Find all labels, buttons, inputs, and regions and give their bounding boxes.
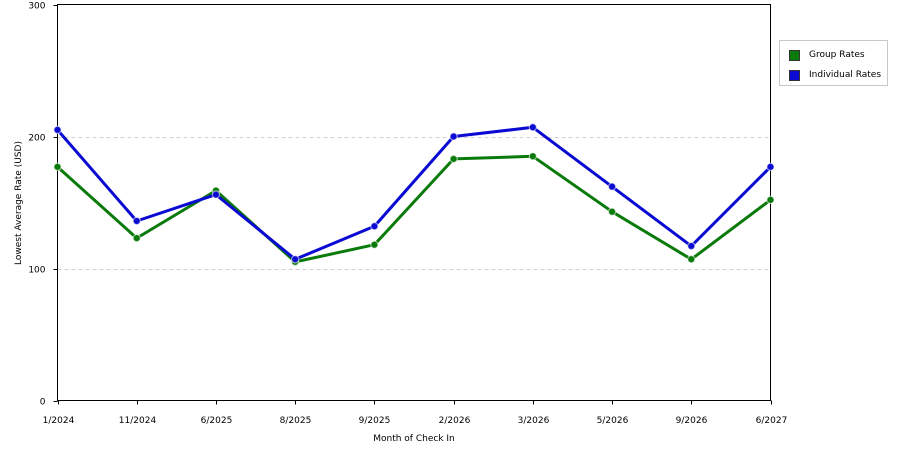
- data-point-group-rates-7: [607, 207, 617, 216]
- data-point-group-rates-0: [53, 162, 62, 172]
- x-tick-label-6: 3/2026: [518, 416, 550, 426]
- y-tick-label-0: 0: [40, 398, 46, 408]
- data-point-individual-rates-8: [687, 241, 696, 251]
- data-point-individual-rates-3: [290, 255, 300, 264]
- y-tick-label-100: 100: [28, 266, 45, 276]
- data-point-individual-rates-4: [370, 222, 379, 231]
- series-line-group-rates: [56, 154, 772, 264]
- data-point-individual-rates-6: [528, 123, 538, 132]
- y-axis-title: Lowest Average Rate (USD): [14, 141, 24, 265]
- series-group-rates: [53, 152, 775, 267]
- x-tick-label-1: 11/2024: [119, 416, 157, 426]
- data-point-group-rates-6: [528, 152, 538, 161]
- series: [53, 123, 775, 267]
- data-point-group-rates-4: [370, 240, 379, 249]
- data-point-group-rates-1: [132, 233, 141, 243]
- legend-label-individual-rates: Individual Rates: [809, 70, 882, 80]
- y-tick-label-200: 200: [28, 134, 45, 144]
- legend-swatch-group-rates: [789, 49, 800, 61]
- series-line-individual-rates: [56, 125, 772, 261]
- x-tick-label-2: 6/2025: [201, 416, 233, 426]
- legend-swatch-individual-rates: [789, 69, 800, 81]
- legend: Group Rates Individual Rates: [779, 40, 888, 86]
- x-axis-title: Month of Check In: [373, 434, 455, 444]
- data-point-group-rates-8: [687, 255, 696, 264]
- legend-item-individual-rates: Individual Rates: [789, 68, 881, 82]
- x-tick-label-4: 9/2025: [359, 416, 391, 426]
- x-tick-label-5: 2/2026: [439, 416, 471, 426]
- data-point-individual-rates-5: [449, 132, 458, 141]
- x-tick-label-8: 9/2026: [676, 416, 708, 426]
- data-point-individual-rates-1: [132, 216, 141, 226]
- x-tick-label-9: 6/2027: [756, 416, 788, 426]
- x-tick-label-0: 1/2024: [43, 416, 75, 426]
- data-point-group-rates-9: [766, 195, 775, 205]
- legend-label-group-rates: Group Rates: [809, 50, 865, 60]
- data-point-individual-rates-0: [53, 125, 62, 135]
- legend-item-group-rates: Group Rates: [789, 48, 865, 62]
- y-tick-label-300: 300: [28, 2, 45, 12]
- tick-marks: 0 100 200 300 1/2024 11/2024 6/2025 8/2025 9/202…: [28, 2, 787, 427]
- data-point-individual-rates-2: [211, 190, 221, 199]
- x-tick-label-7: 5/2026: [597, 416, 629, 426]
- series-individual-rates: [53, 123, 775, 264]
- data-point-individual-rates-7: [607, 182, 617, 191]
- data-point-individual-rates-9: [766, 162, 775, 172]
- x-tick-label-3: 8/2025: [280, 416, 312, 426]
- data-point-group-rates-5: [449, 154, 458, 164]
